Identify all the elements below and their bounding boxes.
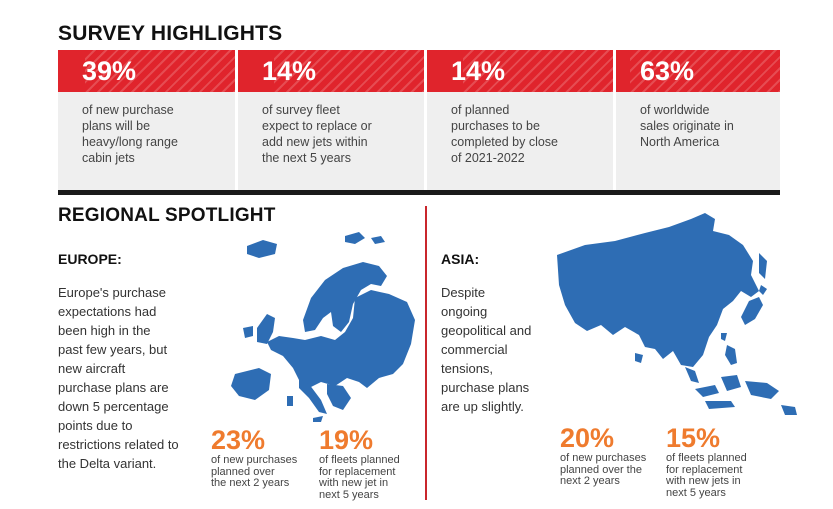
caption-line: for replacement <box>319 465 396 478</box>
caption-line: the next 2 years <box>211 477 290 489</box>
desc-line: plans will be <box>82 119 151 133</box>
highlight-card-3: 14% of planned purchases to be completed… <box>427 50 613 190</box>
desc-line: of new purchase <box>82 103 174 117</box>
stat-caption: of new purchases planned over the next 2… <box>211 454 323 490</box>
asia-description: Despite ongoing geopolitical and commerc… <box>441 283 561 416</box>
europe-map-icon <box>231 232 415 422</box>
text-line: geopolitical and <box>441 323 532 338</box>
europe-stat-new-purchases: 23% of new purchases planned over the ne… <box>211 426 323 490</box>
highlight-description: of planned purchases to be completed by … <box>451 102 611 166</box>
highlight-percentage: 63% <box>640 56 695 86</box>
text-line: been high in the <box>58 323 151 338</box>
desc-line: purchases to be <box>451 119 540 133</box>
desc-line: North America <box>640 135 720 149</box>
asia-map-icon <box>557 213 797 415</box>
caption-line: next 5 years <box>319 488 379 501</box>
desc-line: cabin jets <box>82 151 135 165</box>
asia-heading: ASIA: <box>441 251 480 267</box>
asia-stat-fleet-replacement: 15% of fleets planned for replacement wi… <box>666 424 778 499</box>
highlight-card-4: 63% of worldwide sales originate in Nort… <box>616 50 780 190</box>
text-line: tensions, <box>441 361 494 376</box>
caption-line: next 2 years <box>560 475 620 487</box>
text-line: are up slightly. <box>441 399 524 414</box>
caption-line: of fleets planned <box>319 454 400 466</box>
highlight-band <box>616 50 780 92</box>
text-line: new aircraft <box>58 361 126 376</box>
stat-percentage: 19% <box>319 425 374 455</box>
region-divider <box>425 206 427 500</box>
band-stripes <box>630 50 780 92</box>
survey-highlights-title: SURVEY HIGHLIGHTS <box>58 22 283 45</box>
caption-line: of fleets planned <box>666 452 747 464</box>
text-line: purchase plans are <box>58 380 169 395</box>
text-line: down 5 percentage <box>58 399 169 414</box>
highlight-card-2: 14% of survey fleet expect to replace or… <box>238 50 424 190</box>
highlight-band <box>238 50 424 92</box>
text-line: past few years, but <box>58 342 168 357</box>
highlight-band <box>427 50 613 92</box>
text-line: points due to <box>58 418 133 433</box>
caption-line: for replacement <box>666 463 743 476</box>
caption-line: of new purchases <box>560 452 647 464</box>
stat-caption: of new purchases planned over the next 2… <box>560 452 672 488</box>
highlight-description: of worldwide sales originate in North Am… <box>640 102 800 150</box>
text-line: commercial <box>441 342 508 357</box>
caption-line: planned over <box>211 465 275 478</box>
desc-line: of 2021-2022 <box>451 151 525 165</box>
text-line: restrictions related to <box>58 437 179 452</box>
desc-line: of worldwide <box>640 103 710 117</box>
desc-line: sales originate in <box>640 119 734 133</box>
highlight-percentage: 14% <box>262 56 317 86</box>
desc-line: add new jets within <box>262 135 368 149</box>
caption-line: with new jet in <box>319 477 389 489</box>
highlight-description: of survey fleet expect to replace or add… <box>262 102 422 166</box>
caption-line: of new purchases <box>211 454 298 466</box>
text-line: Europe's purchase <box>58 285 166 300</box>
highlight-band <box>58 50 235 92</box>
desc-line: of survey fleet <box>262 103 340 117</box>
caption-line: next 5 years <box>666 486 726 499</box>
stat-caption: of fleets planned for replacement with n… <box>666 452 778 499</box>
text-line: the Delta variant. <box>58 456 157 471</box>
desc-line: the next 5 years <box>262 151 351 165</box>
highlight-card-1: 39% of new purchase plans will be heavy/… <box>58 50 235 190</box>
regional-spotlight-title: REGIONAL SPOTLIGHT <box>58 205 276 226</box>
text-line: ongoing <box>441 304 488 319</box>
stat-caption: of fleets planned for replacement with n… <box>319 454 431 501</box>
highlight-percentage: 39% <box>82 56 137 86</box>
text-line: Despite <box>441 285 486 300</box>
stat-percentage: 20% <box>560 423 615 453</box>
text-line: purchase plans <box>441 380 530 395</box>
highlight-description: of new purchase plans will be heavy/long… <box>82 102 242 166</box>
asia-stat-new-purchases: 20% of new purchases planned over the ne… <box>560 424 672 488</box>
desc-line: expect to replace or <box>262 119 372 133</box>
desc-line: heavy/long range <box>82 135 178 149</box>
section-divider <box>58 190 780 195</box>
europe-heading: EUROPE: <box>58 251 122 267</box>
band-stripes <box>85 50 235 92</box>
highlight-percentage: 14% <box>451 56 506 86</box>
band-stripes <box>274 50 424 92</box>
caption-line: planned over the <box>560 463 642 476</box>
europe-stat-fleet-replacement: 19% of fleets planned for replacement wi… <box>319 426 431 501</box>
desc-line: of planned <box>451 103 510 117</box>
band-stripes <box>463 50 613 92</box>
desc-line: completed by close <box>451 135 559 149</box>
text-line: expectations had <box>58 304 157 319</box>
europe-description: Europe's purchase expectations had been … <box>58 283 208 473</box>
caption-line: with new jets in <box>666 475 741 487</box>
stat-percentage: 23% <box>211 425 266 455</box>
stat-percentage: 15% <box>666 423 721 453</box>
